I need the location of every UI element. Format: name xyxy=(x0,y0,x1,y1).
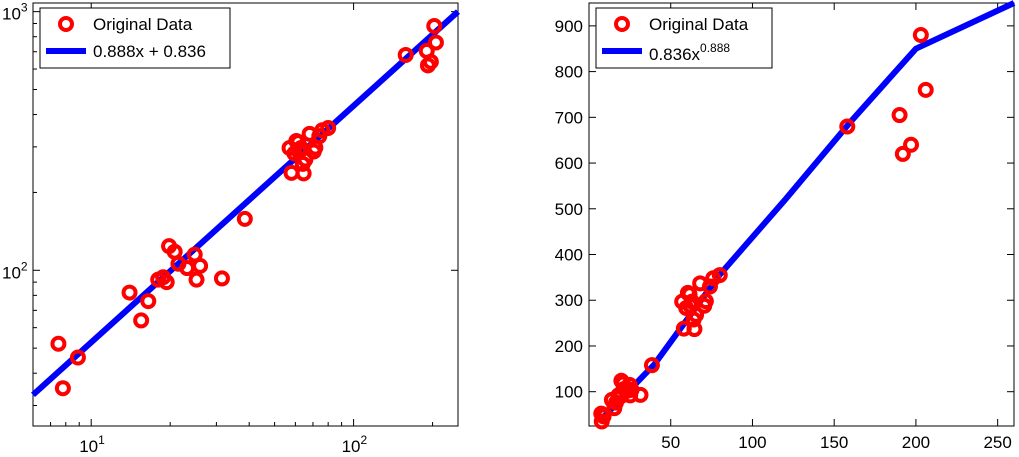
left-legend-box xyxy=(39,7,231,69)
right-data-point xyxy=(686,321,703,338)
left-fit-line xyxy=(30,9,461,398)
left-data-point xyxy=(397,46,414,63)
left-data-point xyxy=(427,34,444,51)
left-ytick-exponent: 2 xyxy=(21,259,28,273)
right-linear-plot: 50 100 150 200 250 100 200 300 400 500 600 700 800 90… xyxy=(555,0,1016,452)
right-xtick-label: 250 xyxy=(983,433,1011,452)
left-legend: Original Data 0.888x + 0.836 xyxy=(39,7,231,69)
right-legend-marker xyxy=(614,16,630,32)
right-xtick-label: 50 xyxy=(661,433,680,452)
left-ytick-label: 103 xyxy=(2,1,28,24)
right-data-point xyxy=(632,386,649,403)
left-data-point xyxy=(236,210,253,227)
left-data-point xyxy=(213,270,230,287)
right-fit-line-group xyxy=(599,0,1016,421)
left-data-point xyxy=(121,284,138,301)
right-data-point xyxy=(711,267,728,284)
left-xtick-label: 101 xyxy=(79,433,105,456)
left-data-point xyxy=(295,165,312,182)
right-xtick-label: 200 xyxy=(902,433,930,452)
right-legend-label-data: Original Data xyxy=(649,15,749,34)
left-data-point xyxy=(69,349,86,366)
right-legend-label-fit: 0.836x0.888 xyxy=(649,41,730,64)
left-data-point xyxy=(422,53,439,70)
right-fit-line xyxy=(599,0,1016,421)
right-ytick-label: 300 xyxy=(555,291,583,310)
right-data-point xyxy=(912,27,929,44)
right-legend-fit-base: 0.836x xyxy=(649,45,701,64)
right-ytick-label: 700 xyxy=(555,108,583,127)
right-data-point xyxy=(894,145,911,162)
left-ytick-exponent: 3 xyxy=(21,1,28,15)
right-legend: Original Data 0.836x0.888 xyxy=(595,7,773,69)
right-data-point xyxy=(917,81,934,98)
left-legend-label-data: Original Data xyxy=(93,15,193,34)
right-data-point xyxy=(701,278,718,295)
right-data-point xyxy=(697,293,714,310)
left-data-point xyxy=(320,119,337,136)
left-data-point xyxy=(50,335,67,352)
left-ytick-base: 10 xyxy=(2,263,21,282)
right-data-point xyxy=(839,118,856,135)
left-xtick-base: 10 xyxy=(79,437,98,456)
right-data-point xyxy=(903,136,920,153)
left-data-point xyxy=(158,274,175,291)
left-data-point xyxy=(140,293,157,310)
left-data-point xyxy=(426,18,443,35)
right-ytick-label: 800 xyxy=(555,63,583,82)
right-data-point xyxy=(891,107,908,124)
right-xtick-label: 100 xyxy=(738,433,766,452)
left-data-point xyxy=(54,380,71,397)
right-ytick-label: 600 xyxy=(555,154,583,173)
right-data-point xyxy=(643,357,660,374)
right-xtick-label: 150 xyxy=(820,433,848,452)
left-data-point xyxy=(192,257,209,274)
right-data-point xyxy=(688,306,705,323)
right-ytick-label: 900 xyxy=(555,17,583,36)
left-data-point xyxy=(133,312,150,329)
left-legend-marker xyxy=(58,16,74,32)
left-xtick-base: 10 xyxy=(342,437,361,456)
left-fit-line-group xyxy=(30,9,461,398)
left-data-point xyxy=(297,151,314,168)
left-xtick-label: 102 xyxy=(342,433,368,456)
left-ytick-base: 10 xyxy=(2,5,21,24)
left-data-points xyxy=(50,18,444,397)
right-ytick-label: 100 xyxy=(555,383,583,402)
right-data-points xyxy=(593,27,934,430)
left-ytick-label: 102 xyxy=(2,259,28,282)
left-xtick-exponent: 2 xyxy=(361,433,368,447)
right-ticks: 50 100 150 200 250 100 200 300 400 500 600 700 800 90… xyxy=(555,3,1014,452)
right-ytick-label: 200 xyxy=(555,337,583,356)
right-legend-fit-exponent: 0.888 xyxy=(700,41,730,55)
right-ytick-label: 400 xyxy=(555,246,583,265)
left-data-point xyxy=(188,271,205,288)
right-ytick-label: 500 xyxy=(555,200,583,219)
left-legend-label-fit: 0.888x + 0.836 xyxy=(93,42,206,61)
right-data-point xyxy=(595,408,612,425)
left-xtick-exponent: 1 xyxy=(98,433,105,447)
